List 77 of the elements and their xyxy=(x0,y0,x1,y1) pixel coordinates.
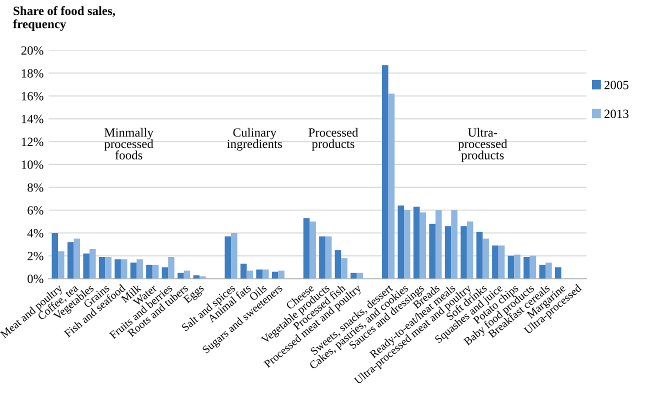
bar xyxy=(476,232,483,279)
y-tick-label: 8% xyxy=(28,183,44,192)
bar xyxy=(460,226,467,279)
bar xyxy=(524,256,530,279)
y-tick-label: 20% xyxy=(21,46,44,55)
bar xyxy=(388,94,395,279)
bar xyxy=(89,248,96,279)
annotation: Processed products xyxy=(308,128,358,151)
bar xyxy=(105,256,112,279)
y-tick-label: 6% xyxy=(28,206,44,215)
bar xyxy=(152,264,159,279)
y-tick-label: 4% xyxy=(27,228,44,238)
bar xyxy=(334,250,342,279)
bar xyxy=(162,267,168,279)
y-tick-label: 12% xyxy=(22,138,44,146)
bar xyxy=(546,262,552,279)
bar xyxy=(278,270,284,279)
bar xyxy=(482,238,489,279)
bar xyxy=(514,254,520,279)
annotation: Ultra- processed products xyxy=(458,128,508,162)
bar xyxy=(319,236,326,279)
bar xyxy=(492,246,498,279)
y-tick-label: 16% xyxy=(22,92,44,100)
bar xyxy=(341,258,348,279)
bar xyxy=(554,267,562,279)
bar xyxy=(404,210,410,279)
bar xyxy=(303,218,310,279)
bar xyxy=(466,222,474,279)
bar xyxy=(58,251,64,279)
y-tick-label: 0% xyxy=(28,274,44,284)
bar xyxy=(52,232,58,279)
bar xyxy=(350,272,357,279)
bar xyxy=(98,256,106,279)
bar xyxy=(120,259,128,279)
bar xyxy=(193,275,200,279)
bar xyxy=(256,270,262,279)
bar xyxy=(310,222,316,279)
bar xyxy=(114,259,121,279)
bar xyxy=(539,264,546,279)
y-axis-title: Share of food sales, frequency xyxy=(13,6,116,31)
annotation: Culinary ingredients xyxy=(227,128,282,151)
bar xyxy=(200,276,206,279)
y-tick-label: 14% xyxy=(22,114,44,124)
bar xyxy=(429,224,436,279)
y-tick-label: 18% xyxy=(22,69,44,78)
bar xyxy=(146,264,152,279)
bar xyxy=(498,246,505,279)
legend-label: 2005 xyxy=(604,80,628,90)
bar xyxy=(231,232,238,279)
bar xyxy=(451,210,458,279)
bar xyxy=(130,262,137,279)
bar xyxy=(420,212,426,279)
bar xyxy=(178,272,184,279)
bar xyxy=(435,210,442,279)
bar xyxy=(325,236,332,279)
legend-label: 2013 xyxy=(604,110,628,118)
bar xyxy=(136,259,143,279)
bar xyxy=(74,238,80,279)
bar xyxy=(508,256,514,279)
bar xyxy=(246,270,254,279)
bar xyxy=(67,242,74,279)
bar xyxy=(168,256,174,279)
y-tick-label: 2% xyxy=(28,252,44,260)
bar xyxy=(240,264,247,279)
bar xyxy=(184,270,190,279)
bar xyxy=(530,256,536,279)
bar xyxy=(272,272,278,279)
bar xyxy=(262,270,269,279)
bar xyxy=(382,65,388,279)
bar xyxy=(83,254,90,279)
bar xyxy=(224,236,232,279)
bar xyxy=(398,206,404,279)
bar xyxy=(413,206,420,279)
y-tick-label: 10% xyxy=(22,160,44,169)
bar xyxy=(356,272,364,279)
annotation: Minmally processed foods xyxy=(104,128,154,160)
bar xyxy=(444,226,452,279)
